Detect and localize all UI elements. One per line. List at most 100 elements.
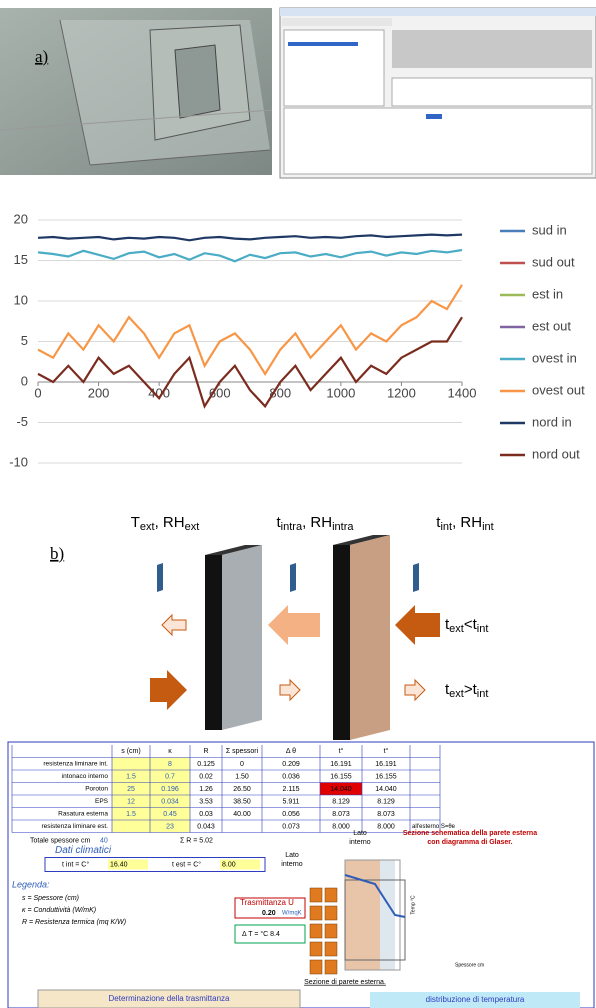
input-cell (112, 820, 150, 833)
gradient-label-part: ext (449, 688, 464, 700)
table-cell: 0 (240, 761, 244, 768)
input-cell (112, 795, 150, 808)
table-header: Σ spessori (226, 748, 259, 755)
row-label: Poroton (85, 786, 108, 793)
input-cell (150, 757, 190, 770)
legend-label: est out (532, 318, 571, 333)
y-tick-label: -5 (16, 414, 28, 429)
table-cell: 14.040 (375, 786, 397, 793)
table-cell: 8.000 (332, 823, 350, 830)
table-cell: 3.53 (199, 798, 213, 805)
table-cell: 25 (127, 786, 135, 793)
gradient-label-part: t (445, 681, 450, 698)
table-cell: 0.125 (197, 761, 215, 768)
legend-label: nord in (532, 414, 572, 429)
table-cell: 14.040 (330, 786, 352, 793)
condition-label-part: ext (140, 521, 155, 533)
legend-entry: κ = Conduttività (W/mK) (22, 907, 96, 914)
table-cell: 0.02 (199, 773, 213, 780)
gradient-label: text<tint (445, 616, 488, 635)
table-header: t° (384, 747, 389, 755)
table-header: R (203, 748, 208, 755)
y-tick-label: 15 (14, 252, 28, 267)
row-label: EPS (95, 798, 109, 805)
table-header: Δ θ (286, 748, 296, 755)
table-header: κ (168, 748, 172, 755)
input-cell (150, 782, 190, 795)
glaser-title: Sezione schematica della parete esterna (403, 830, 537, 837)
table-header: t° (339, 747, 344, 755)
table-cell: 0.209 (282, 761, 300, 768)
legend-title: Legenda: (12, 879, 50, 889)
climate-box (44, 857, 266, 872)
highlight-cell (320, 782, 362, 795)
x-tick-label: 1200 (387, 385, 416, 400)
condition-label: tint, RHint (436, 514, 493, 533)
condition-label-part: t (436, 514, 441, 531)
climate-label: t int = C° (62, 860, 89, 868)
table-cell: 38.50 (233, 798, 251, 805)
x-tick-label: 0 (34, 385, 41, 400)
input-cell (150, 770, 190, 783)
table-cell: 12 (127, 798, 135, 805)
wall-diagram (150, 535, 440, 740)
table-cell: 16.191 (375, 761, 397, 768)
u-label: Trasmittanza U (240, 898, 294, 907)
total-label: Totale spessore cm (30, 837, 90, 844)
legend-label: nord out (532, 446, 580, 461)
sheet-background (7, 741, 595, 1008)
side-label: Lato (353, 830, 367, 837)
axis-title: Temp °C (410, 895, 416, 915)
legend-entry: R = Resistenza termica (mq K/W) (22, 919, 126, 926)
legend-label: sud in (532, 222, 567, 237)
legend-label: ovest in (532, 350, 577, 365)
input-cell (112, 807, 150, 820)
table-cell: 0.45 (163, 811, 177, 818)
gradient-label-part: <t (464, 616, 478, 633)
input-cell (150, 795, 190, 808)
side-label: Lato (285, 852, 299, 859)
legend-label: est in (532, 286, 563, 301)
footer-left: Determinazione della trasmittanza (109, 994, 230, 1003)
condition-label-part: T (131, 514, 140, 531)
table-cell: 1.5 (126, 811, 136, 818)
input-cell (112, 757, 150, 770)
table-cell: 23 (166, 823, 174, 830)
condition-label-part: , RH (452, 514, 482, 531)
gradient-label-part: >t (464, 681, 478, 698)
table-cell: 40.00 (233, 811, 251, 818)
total-value: 40 (100, 837, 108, 844)
table-cell: 8.129 (332, 798, 350, 805)
y-tick-label: 10 (14, 292, 28, 307)
table-cell: 8 (168, 761, 172, 768)
table-cell: 1.26 (199, 786, 213, 793)
row-label: Rasatura esterna (58, 811, 108, 818)
table-cell: 0.196 (161, 786, 179, 793)
legend-label: ovest out (532, 382, 585, 397)
input-cell (112, 782, 150, 795)
y-tick-label: -10 (9, 454, 28, 469)
table-cell: 0.043 (197, 823, 215, 830)
condition-label-part: int (440, 521, 452, 533)
legend-entry: s = Spessore (cm) (22, 895, 79, 902)
gradient-label-part: ext (449, 623, 464, 635)
input-cell (108, 859, 148, 870)
panel-label: a) (35, 47, 48, 66)
table-cell: 26.50 (233, 786, 251, 793)
side-label: interno (281, 861, 303, 868)
table-cell: 8.129 (377, 798, 395, 805)
x-tick-label: 1000 (326, 385, 355, 400)
glaser-title: con diagramma di Glaser. (427, 839, 512, 846)
input-cell (150, 820, 190, 833)
input-cell (150, 807, 190, 820)
table-cell: 1.5 (126, 773, 136, 780)
table-cell: 0.03 (199, 811, 213, 818)
table-cell: 16.155 (330, 773, 352, 780)
table-cell: 0.034 (161, 798, 179, 805)
condition-label-part: , RH (302, 514, 332, 531)
delta-t: Δ T = °C 8.4 (242, 930, 280, 938)
climate-value: 16.40 (110, 861, 128, 868)
condition-label: tintra, RHintra (277, 514, 355, 533)
gradient-label: text>tint (445, 681, 488, 700)
table-cell: 8.073 (377, 811, 395, 818)
